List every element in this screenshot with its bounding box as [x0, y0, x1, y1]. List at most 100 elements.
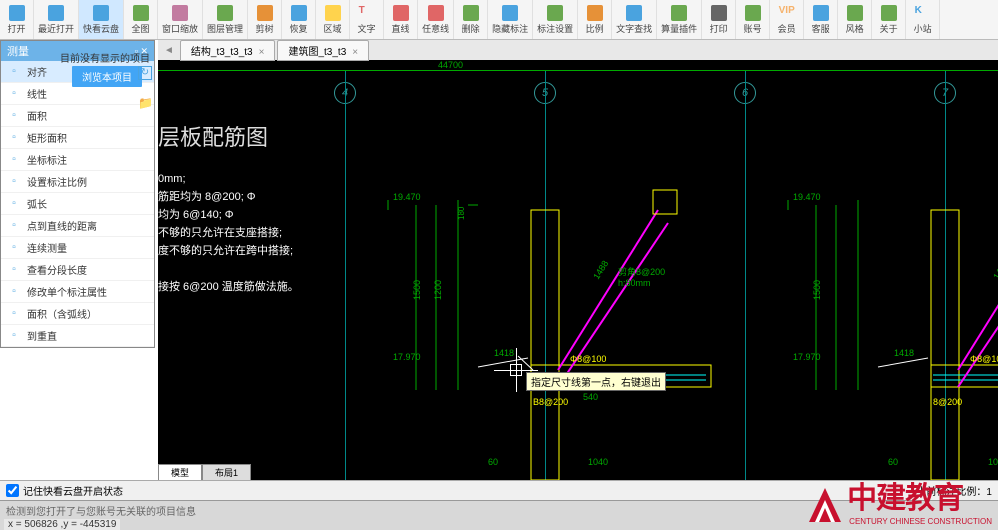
- toolbar-icon: VIP: [779, 5, 795, 21]
- toolbar-隐藏标注[interactable]: 隐藏标注: [488, 0, 533, 39]
- layout-tab-bar: 模型 布局1: [158, 464, 251, 480]
- drawing-tab-bar: ◄ 结构_t3_t3_t3×建筑图_t3_t3×: [158, 40, 998, 60]
- svg-text:1200: 1200: [433, 280, 443, 300]
- toolbar-图层管理[interactable]: 图层管理: [203, 0, 248, 39]
- toolbar-label: 风格: [846, 22, 864, 35]
- toolbar-label: 算量插件: [661, 22, 697, 35]
- measure-item-到重直[interactable]: ▫ 到重直: [1, 325, 154, 347]
- measure-item-icon: ▫: [7, 175, 21, 189]
- toolbar-label: 隐藏标注: [492, 22, 528, 35]
- drawing-tab[interactable]: 结构_t3_t3_t3×: [180, 40, 276, 61]
- toolbar-小站[interactable]: K小站: [906, 0, 940, 39]
- toolbar-label: 删除: [462, 22, 480, 35]
- measure-item-面积（含弧线）[interactable]: ▫ 面积（含弧线）: [1, 303, 154, 325]
- drawing-tab[interactable]: 建筑图_t3_t3×: [277, 40, 369, 61]
- browse-project-button[interactable]: 浏览本项目: [72, 66, 142, 87]
- tab-close-icon[interactable]: ×: [352, 47, 358, 58]
- toolbar-剪树[interactable]: 剪树: [248, 0, 282, 39]
- toolbar-文字[interactable]: T文字: [350, 0, 384, 39]
- toolbar-窗口缩放[interactable]: 窗口缩放: [158, 0, 203, 39]
- toolbar-会员[interactable]: VIP会员: [770, 0, 804, 39]
- measure-item-icon: ▫: [7, 307, 21, 321]
- toolbar-label: 账号: [744, 22, 762, 35]
- svg-text:Φ8@100: Φ8@100: [970, 354, 998, 364]
- toolbar-打印[interactable]: 打印: [702, 0, 736, 39]
- measure-item-设置标注比例[interactable]: ▫设置标注比例: [1, 171, 154, 193]
- toolbar-客服[interactable]: 客服: [804, 0, 838, 39]
- measure-item-icon: ▫: [7, 65, 21, 79]
- svg-text:1500: 1500: [812, 280, 822, 300]
- toolbar-label: 区域: [324, 22, 342, 35]
- measure-item-icon: ▫: [7, 219, 21, 233]
- toolbar-icon: [291, 5, 307, 21]
- measure-item-label: 线性: [27, 86, 47, 101]
- logo-text: 中建教育: [847, 473, 992, 517]
- toolbar-标注设置[interactable]: 标注设置: [533, 0, 578, 39]
- measure-item-点到直线的距离[interactable]: ▫ 点到直线的距离: [1, 215, 154, 237]
- toolbar-任意线[interactable]: 任意线: [418, 0, 454, 39]
- toolbar-label: 最近打开: [38, 22, 74, 35]
- footer-message: 检测到您打开了与您账号无关联的项目信息: [6, 503, 196, 518]
- toolbar-最近打开[interactable]: 最近打开: [34, 0, 79, 39]
- toolbar-label: 直线: [392, 22, 410, 35]
- toolbar-label: 会员: [778, 22, 796, 35]
- measure-item-label: 到重直: [27, 328, 57, 343]
- measure-item-面积[interactable]: ▫面积: [1, 105, 154, 127]
- tab-close-icon[interactable]: ×: [259, 47, 265, 58]
- measure-item-icon: ▫: [7, 131, 21, 145]
- measure-item-弧长[interactable]: ▫ 弧长: [1, 193, 154, 215]
- measure-item-连续测量[interactable]: ▫连续测量: [1, 237, 154, 259]
- toolbar-区域[interactable]: 区域: [316, 0, 350, 39]
- svg-text:1040: 1040: [988, 457, 998, 467]
- toolbar-账号[interactable]: 账号: [736, 0, 770, 39]
- svg-text:1040: 1040: [588, 457, 608, 467]
- toolbar-icon: K: [915, 5, 931, 21]
- toolbar-算量插件[interactable]: 算量插件: [657, 0, 702, 39]
- toolbar-全图[interactable]: 全图: [124, 0, 158, 39]
- toolbar-icon: [93, 5, 109, 21]
- measure-item-坐标标注[interactable]: ▫坐标标注: [1, 149, 154, 171]
- measure-item-icon: ▫: [7, 153, 21, 167]
- toolbar-icon: [428, 5, 444, 21]
- cad-canvas[interactable]: 44700 4 5 6 7 层板配筋图 0mm;筋距均为 8@200; Φ均为 …: [158, 60, 998, 480]
- toolbar-快看云盘[interactable]: 快看云盘: [79, 0, 124, 39]
- cursor-h: [494, 370, 538, 371]
- toolbar-关于[interactable]: 关于: [872, 0, 906, 39]
- toolbar-icon: [502, 5, 518, 21]
- status-checkbox-label: 记住快看云盘开启状态: [23, 483, 123, 498]
- toolbar-icon: [48, 5, 64, 21]
- toolbar-label: 小站: [914, 22, 932, 35]
- measure-item-label: 弧长: [27, 196, 47, 211]
- tab-prev-icon[interactable]: ◄: [158, 45, 180, 56]
- layout-tab-layout1[interactable]: 布局1: [202, 464, 251, 480]
- toolbar-icon: [9, 5, 25, 21]
- measure-item-icon: ▫: [7, 329, 21, 343]
- measure-item-矩形面积[interactable]: ▫矩形面积: [1, 127, 154, 149]
- measure-item-查看分段长度[interactable]: ▫查看分段长度: [1, 259, 154, 281]
- measure-item-label: 点到直线的距离: [27, 218, 97, 233]
- measure-item-修改单个标注属性[interactable]: ▫修改单个标注属性: [1, 281, 154, 303]
- toolbar-比例[interactable]: 比例: [578, 0, 612, 39]
- svg-text:Φ8@100: Φ8@100: [570, 354, 606, 364]
- measure-item-icon: ▫: [7, 197, 21, 211]
- toolbar-文字查找[interactable]: 文字查找: [612, 0, 657, 39]
- svg-text:8@200: 8@200: [933, 397, 962, 407]
- svg-text:19.470: 19.470: [393, 192, 421, 202]
- measure-item-icon: ▫: [7, 87, 21, 101]
- toolbar-label: 快看云盘: [83, 22, 119, 35]
- refresh-icon[interactable]: ↻: [138, 66, 152, 80]
- toolbar-删除[interactable]: 删除: [454, 0, 488, 39]
- folder-icon[interactable]: 📁: [138, 96, 152, 110]
- toolbar-风格[interactable]: 风格: [838, 0, 872, 39]
- measure-item-label: 面积: [27, 108, 47, 123]
- toolbar-icon: [745, 5, 761, 21]
- toolbar-label: 文字查找: [616, 22, 652, 35]
- toolbar-恢复[interactable]: 恢复: [282, 0, 316, 39]
- toolbar-icon: [257, 5, 273, 21]
- toolbar-打开[interactable]: 打开: [0, 0, 34, 39]
- toolbar-直线[interactable]: 直线: [384, 0, 418, 39]
- measure-item-label: 面积（含弧线）: [27, 306, 97, 321]
- toolbar-icon: [325, 5, 341, 21]
- remember-cloud-checkbox[interactable]: [6, 484, 19, 497]
- layout-tab-model[interactable]: 模型: [158, 464, 202, 480]
